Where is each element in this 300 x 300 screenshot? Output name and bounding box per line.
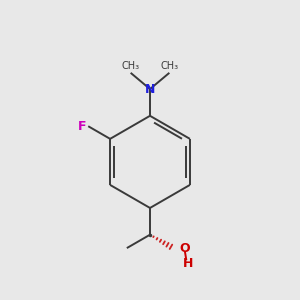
- Text: F: F: [78, 120, 87, 133]
- Text: H: H: [183, 256, 193, 270]
- Text: O: O: [179, 242, 190, 255]
- Text: CH₃: CH₃: [122, 61, 140, 71]
- Text: CH₃: CH₃: [160, 61, 178, 71]
- Text: N: N: [145, 82, 155, 96]
